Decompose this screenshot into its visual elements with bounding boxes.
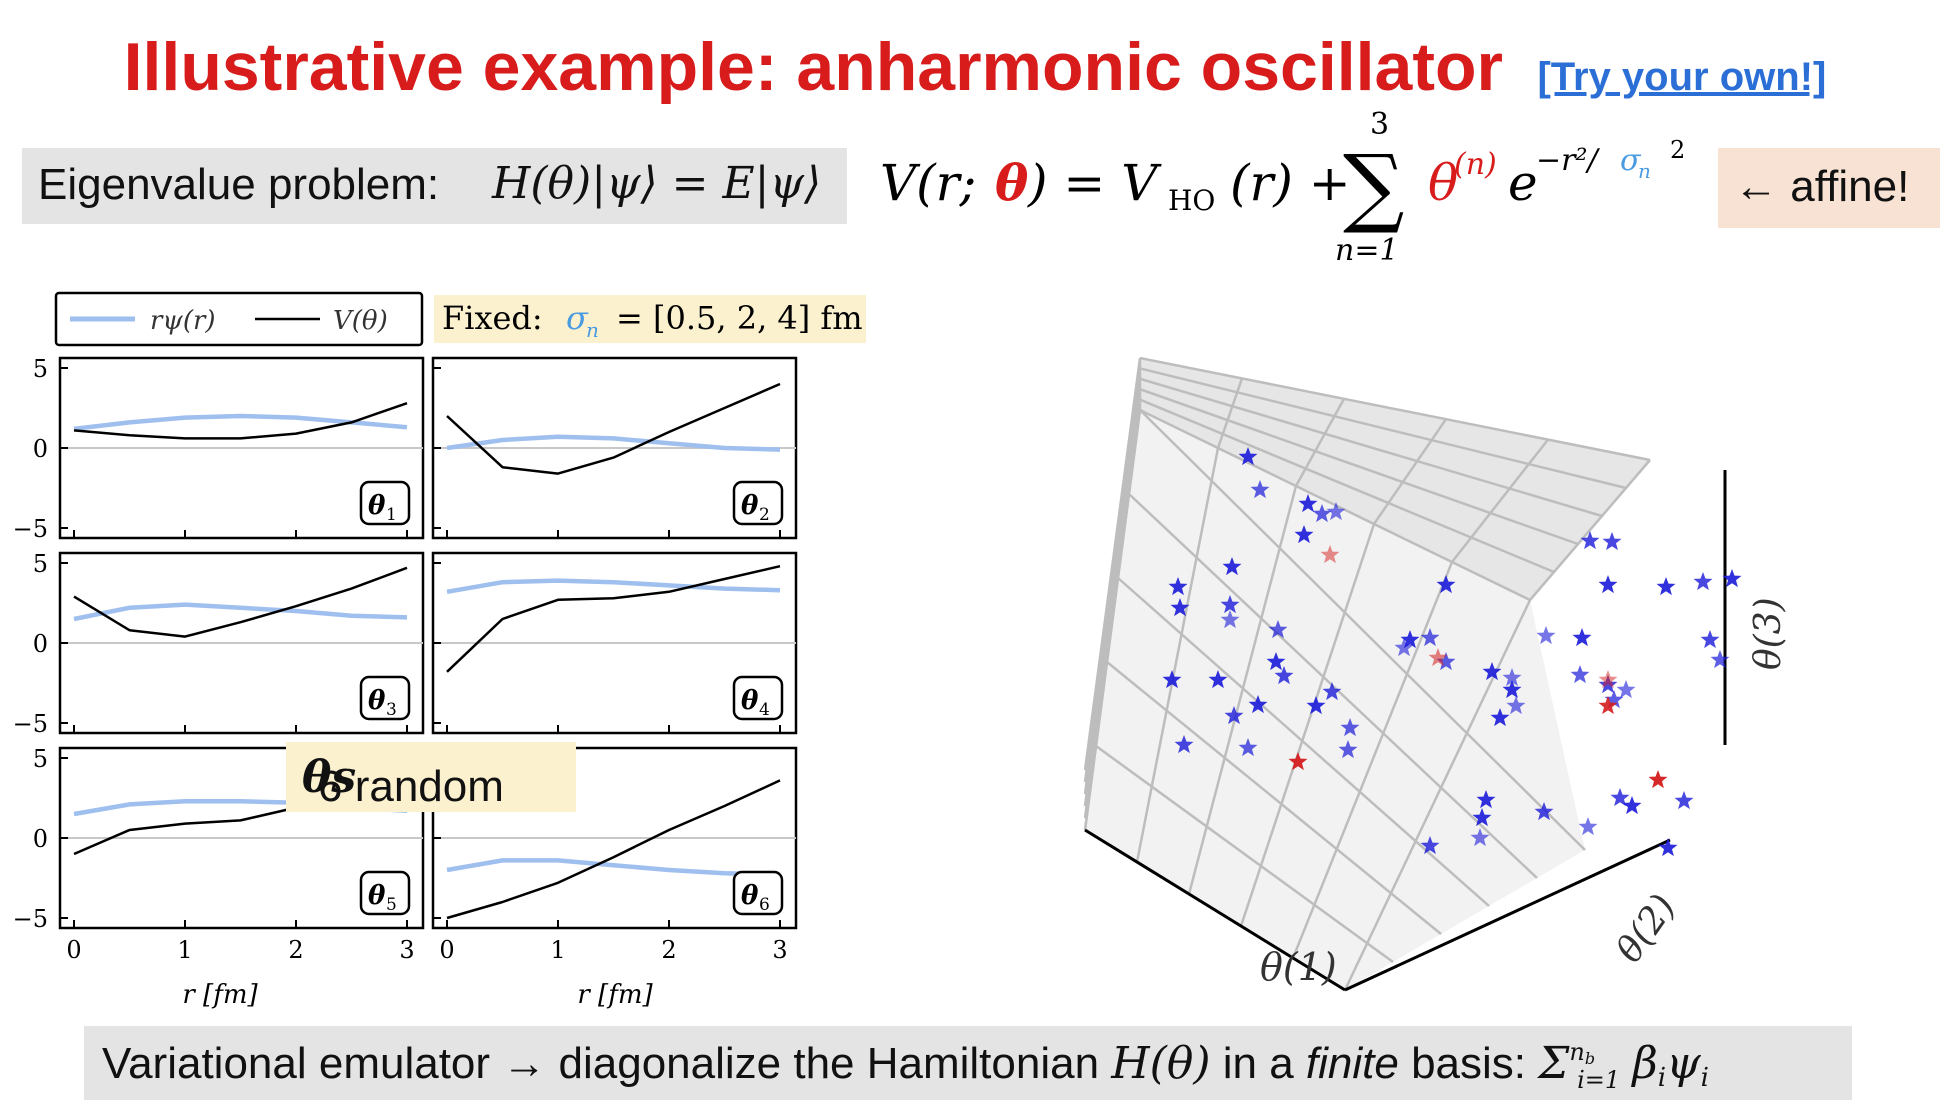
xlabel-right: r [fm] [577, 980, 653, 1010]
y-tick-label: −5 [13, 515, 48, 543]
blue-star [1623, 796, 1642, 814]
subplot-1: θ 1 −5 0 5 [13, 355, 423, 543]
theta-label-sub: 2 [759, 505, 770, 525]
y-tick-label: 0 [33, 825, 48, 853]
blue-star [1537, 626, 1556, 644]
y-tick-label: 5 [33, 550, 48, 578]
fixed-values: = [0.5, 2, 4] fm [616, 299, 863, 337]
legend-V-label: V(θ) [333, 306, 388, 336]
blue-star [1657, 577, 1676, 595]
affine-text: ← affine! [1734, 162, 1909, 212]
y-tick-label: −5 [13, 710, 48, 738]
pot-sub: HO [1168, 184, 1215, 217]
slide-title: Illustrative example: anharmonic oscilla… [0, 28, 1950, 106]
blue-star [1603, 532, 1622, 550]
blue-star [1571, 665, 1590, 683]
pot-coef-sup: (n) [1454, 147, 1497, 182]
x-tick-label: 1 [177, 936, 192, 964]
x-tick-label: 2 [661, 936, 676, 964]
y-tick-label: 0 [33, 630, 48, 658]
theta-label-text: θ [368, 686, 386, 716]
theta-label-text: θ [741, 686, 759, 716]
y-tick-label: 5 [33, 355, 48, 383]
theta-label-text: θ [368, 881, 386, 911]
theta-label-4: θ4 [734, 677, 782, 720]
affine-note: ← affine! [1718, 148, 1940, 228]
eigenvalue-box: Eigenvalue problem: H(θ)|ψ⟩ = E|ψ⟩ [22, 148, 847, 224]
axis-label-theta3: θ(3) [1748, 597, 1789, 670]
blue-star [1617, 680, 1636, 698]
subplot-3: θ 3 −5 0 5 [13, 550, 423, 738]
blue-star [1599, 575, 1618, 593]
legend: rψ(r) V(θ) [56, 293, 422, 345]
pot-exp-base: e [1508, 154, 1538, 212]
bottom-sum: Σ [1538, 1038, 1569, 1089]
potential-formula: V(r; θ ) = V HO (r) + 3 ∑ n=1 θ (n) e −r… [880, 108, 1740, 278]
callout-text: 6 random θs [302, 752, 356, 803]
y-tick-label: −5 [13, 905, 48, 933]
fixed-sigma-note: Fixed: σ n = [0.5, 2, 4] fm [434, 295, 866, 343]
theta-label-2: θ2 [734, 482, 782, 525]
theta-label-sub: 1 [386, 505, 397, 525]
x-tick-label: 1 [550, 936, 565, 964]
subplot-layer: θ 1−505θ 2θ 3−505θ 4θ 5−5050 1 2 3θ 60 1 2 3 [13, 355, 796, 964]
eigenvalue-label: Eigenvalue problem: [38, 160, 439, 210]
x-tick-label: 0 [439, 936, 454, 964]
pot-sum-sign: ∑ [1343, 137, 1404, 237]
pot-sum-bottom: n=1 [1335, 233, 1399, 268]
y-tick-label: 0 [33, 435, 48, 463]
pot-rhs1: ) = V [1027, 154, 1162, 212]
theta-label-1: θ1 [361, 482, 409, 525]
theta-label-text: θ [741, 491, 759, 521]
potential-subplots: rψ(r) V(θ) Fixed: σ n = [0.5, 2, 4] fm θ… [0, 285, 880, 1025]
x-tick-label: 3 [772, 936, 787, 964]
theta-label-text: θ [741, 881, 759, 911]
red-star [1649, 770, 1668, 788]
title-text: Illustrative example: anharmonic oscilla… [124, 29, 1503, 105]
theta-label-sub: 6 [759, 895, 770, 915]
blue-star [1701, 630, 1720, 648]
bottom-note: Variational emulator → diagonalize the H… [84, 1026, 1852, 1100]
try-your-own-link[interactable]: [Try your own!] [1537, 55, 1826, 99]
y-tick-label: 5 [33, 745, 48, 773]
pot-rhs2: (r) + [1230, 154, 1351, 212]
blue-star [1579, 817, 1598, 835]
bottom-H: H(θ) [1111, 1038, 1210, 1089]
x-tick-label: 3 [399, 936, 414, 964]
scatter-3d: θ(1) θ(2) θ(3) [1060, 350, 1820, 1010]
theta-label-sub: 4 [759, 700, 770, 720]
random-theta-callout: 6 random θs [286, 742, 576, 812]
theta-label-sub: 5 [386, 895, 397, 915]
pot-sigma-sub: n [1638, 159, 1651, 183]
axis-label-theta1: θ(1) [1260, 945, 1337, 989]
pot-sq: 2 [1670, 136, 1685, 164]
x-tick-label: 0 [66, 936, 81, 964]
blue-star [1711, 650, 1730, 668]
pot-theta: θ [995, 153, 1029, 212]
blue-star [1675, 791, 1694, 809]
axis-label-theta2: θ(2) [1609, 887, 1684, 970]
theta-label-text: θ [368, 491, 386, 521]
pot-lhs: V(r; [880, 154, 976, 212]
x-tick-label: 2 [288, 936, 303, 964]
blue-star [1659, 838, 1678, 856]
blue-star [1694, 572, 1713, 590]
fixed-label: Fixed: [442, 299, 543, 337]
eigenvalue-equation: H(θ)|ψ⟩ = E|ψ⟩ [492, 158, 821, 209]
legend-psi-label: rψ(r) [150, 306, 216, 336]
bottom-text: Variational emulator → diagonalize the H… [102, 1038, 1709, 1089]
xlabel-left: r [fm] [182, 980, 258, 1010]
theta-label-sub: 3 [386, 700, 397, 720]
blue-star [1573, 628, 1592, 646]
bottom-finite: finite [1306, 1039, 1399, 1088]
fixed-sigma-sub: n [586, 318, 599, 342]
pot-exp: −r²/ [1536, 143, 1601, 178]
pane-layer [1085, 358, 1725, 990]
